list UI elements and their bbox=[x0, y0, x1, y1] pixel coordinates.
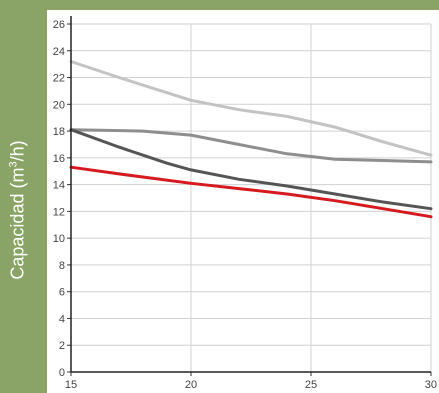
series-line-2 bbox=[69, 128, 433, 164]
y-axis-label: Capacidad (m3/h) bbox=[7, 140, 28, 280]
y-tick-label: 26 bbox=[53, 19, 65, 31]
y-tick-label: 18 bbox=[53, 126, 65, 138]
y-tick-label: 12 bbox=[53, 206, 65, 218]
y-tick-label: 6 bbox=[59, 287, 65, 299]
y-tick-label: 20 bbox=[53, 99, 65, 111]
y-tick-label: 10 bbox=[53, 233, 65, 245]
series-line-1 bbox=[69, 60, 433, 157]
axes bbox=[67, 16, 432, 376]
x-tick-label: 20 bbox=[185, 379, 197, 391]
x-tick-label: 30 bbox=[425, 379, 437, 391]
y-tick-label: 16 bbox=[53, 153, 65, 165]
y-tick-label: 4 bbox=[59, 313, 65, 325]
y-tick-label: 0 bbox=[59, 367, 65, 379]
series-group bbox=[69, 60, 433, 219]
y-tick-label: 22 bbox=[53, 73, 65, 85]
y-tick-label: 2 bbox=[59, 340, 65, 352]
y-tick-label: 14 bbox=[53, 180, 65, 192]
x-tick-labels: 15 20 25 30 bbox=[65, 379, 437, 391]
x-tick-label: 15 bbox=[65, 379, 77, 391]
x-tick-label: 25 bbox=[305, 379, 317, 391]
y-tick-label: 24 bbox=[53, 46, 65, 58]
series-line-4 bbox=[69, 165, 433, 219]
series-line-3 bbox=[69, 128, 433, 211]
y-tick-label: 8 bbox=[59, 260, 65, 272]
